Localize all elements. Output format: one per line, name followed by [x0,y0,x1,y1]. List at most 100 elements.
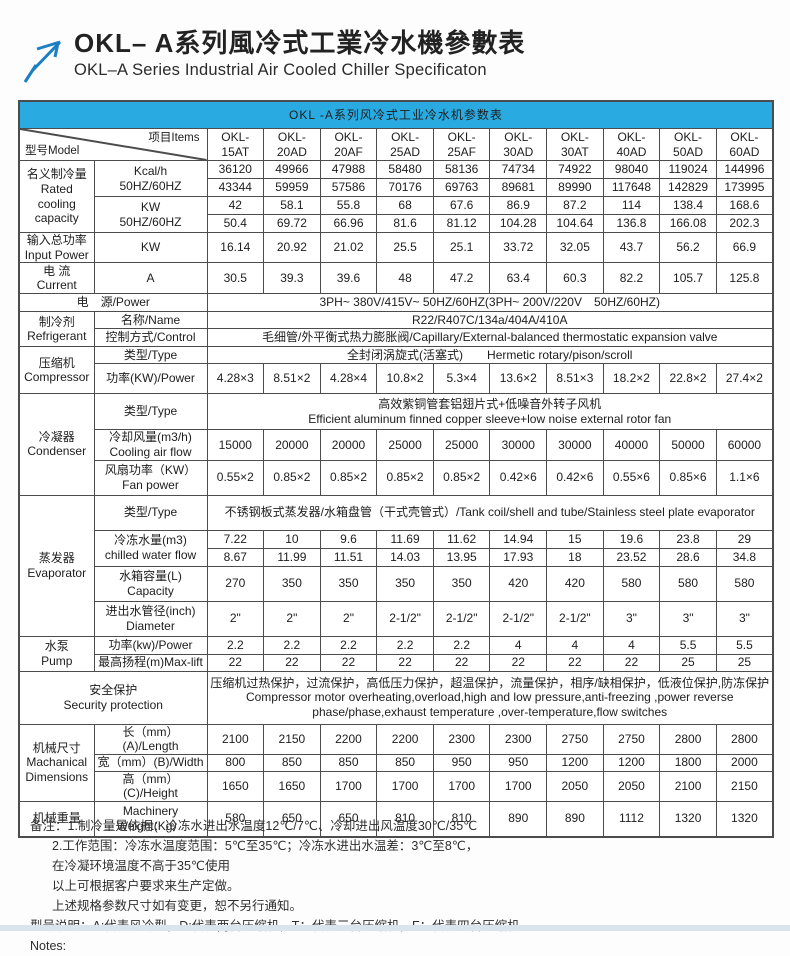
value-cell: 34.8 [715,547,774,567]
value-cell: 23.8 [659,529,717,549]
value-cell: 0.42×6 [489,459,548,496]
page-title: OKL– A系列風冷式工業冷水機參數表 [74,28,526,58]
value-cell: 60000 [715,429,774,461]
value-cell: 15000 [206,429,265,461]
section-label-cell: 水泵 Pump [18,635,95,672]
value-cell: 4.28×3 [206,363,265,395]
value-cell: 33.72 [489,231,548,264]
value-cell: 3" [715,600,774,637]
value-cell: 1700 [489,770,548,803]
item-label-cell: 功率(kw)/Power [93,635,208,655]
page-subtitle: OKL–A Series Industrial Air Cooled Chill… [74,61,487,80]
value-cell: 25 [715,653,774,672]
value-cell: 4 [602,635,661,655]
value-cell: 49966 [263,160,321,179]
item-label-cell: 冷却风量(m3/h) Cooling air flow [93,429,208,461]
value-cell: 20000 [319,429,378,461]
item-label-cell: 风扇功率（KW） Fan power [93,459,208,496]
value-cell: 0.85×2 [376,459,434,496]
value-cell: 70176 [376,178,434,197]
value-cell: 0.85×2 [263,459,321,496]
value-cell: 1700 [319,770,378,803]
value-cell: 950 [489,753,548,772]
item-label-cell: 控制方式/Control [93,328,208,348]
model-header-cell: OKL- 25AD [376,128,434,161]
section-label-cell: 冷凝器 Condenser [18,393,95,496]
value-cell: 36120 [206,160,265,179]
section-label-cell: 压缩机 Compressor [18,346,95,395]
merged-value-cell: 3PH~ 380V/415V~ 50HZ/60HZ(3PH~ 200V/220V… [206,293,774,313]
value-cell: 74922 [546,160,604,179]
value-cell: 25 [659,653,717,672]
value-cell: 580 [715,565,774,602]
value-cell: 5.5 [659,635,717,655]
value-cell: 166.08 [659,214,717,233]
value-cell: 14.94 [489,529,548,549]
value-cell: 104.64 [546,214,604,233]
value-cell: 40000 [602,429,661,461]
value-cell: 39.3 [263,262,321,295]
value-cell: 5.5 [715,635,774,655]
value-cell: 173995 [715,178,774,197]
value-cell: 19.6 [602,529,661,549]
value-cell: 1112 [602,801,661,837]
value-cell: 168.6 [715,196,774,215]
value-cell: 4 [546,635,604,655]
value-cell: 98040 [602,160,661,179]
value-cell: 11.99 [263,547,321,567]
corner-items-label: 项目Items [148,132,200,144]
item-label-cell: 水箱容量(L) Capacity [93,565,208,602]
value-cell: 13.95 [432,547,491,567]
value-cell: 2.2 [319,635,378,655]
model-header-cell: OKL- 50AD [659,128,717,161]
value-cell: 125.8 [715,262,774,295]
section-label-cell: 蒸发器 Evaporator [18,494,95,637]
value-cell: 86.9 [489,196,548,215]
value-cell: 950 [432,753,491,772]
value-cell: 43344 [206,178,265,197]
value-cell: 138.4 [659,196,717,215]
value-cell: 890 [489,801,548,837]
value-cell: 16.14 [206,231,265,264]
section-label-cell: 机械重量 [18,801,95,837]
item-label-cell: 冷冻水量(m3) chilled water flow [93,529,208,567]
value-cell: 0.42×6 [546,459,604,496]
value-cell: 1320 [659,801,717,837]
value-cell: 580 [602,565,661,602]
note-line: 2.工作范围：冷冻水温度范围：5℃至35℃；冷冻水进出水温差：3℃至8℃， [52,839,479,853]
value-cell: 23.52 [602,547,661,567]
model-header-cell: OKL- 30AD [489,128,548,161]
document-header: OKL– A系列風冷式工業冷水機參數表 OKL–A Series Industr… [20,28,525,86]
value-cell: 1.1×6 [715,459,774,496]
value-cell: 1650 [263,770,321,803]
value-cell: 22 [489,653,548,672]
value-cell: 2750 [602,723,661,755]
value-cell: 66.96 [319,214,378,233]
value-cell: 58136 [432,160,491,179]
value-cell: 25.5 [376,231,434,264]
value-cell: 2800 [715,723,774,755]
value-cell: 68 [376,196,434,215]
value-cell: 0.55×6 [602,459,661,496]
model-header-cell: OKL- 30AT [546,128,604,161]
value-cell: 22 [376,653,434,672]
value-cell: 69.72 [263,214,321,233]
section-label-cell: 名义制冷量 Rated cooling capacity [18,160,95,233]
value-cell: 650 [319,801,378,837]
model-header-row: 型号Model 项目Items OKL- 15AT OKL- 20AD OKL- 20AF… [18,128,774,161]
spec-table-body: 名义制冷量 Rated cooling capacity Kcal/h 50HZ/60HZ… [18,160,774,837]
value-cell: 2" [206,600,265,637]
note-line: 以上可根据客户要求来生产定做。 [52,879,240,893]
value-cell: 2" [319,600,378,637]
value-cell: 810 [376,801,434,837]
model-header-cell: OKL- 60AD [715,128,774,161]
value-cell: 30000 [489,429,548,461]
section-label-cell: 机械尺寸 Machanical Dimensions [18,723,95,802]
merged-value-cell: 毛细管/外平衡式热力膨胀阀/Capillary/External-balance… [206,328,774,348]
value-cell: 69763 [432,178,491,197]
value-cell: 2.2 [376,635,434,655]
value-cell: 350 [263,565,321,602]
item-label-cell: 名称/Name [93,311,208,330]
item-label-cell: KW 50HZ/60HZ [93,196,208,233]
merged-value-cell: 全封闭涡旋式(活塞式) Hermetic rotary/pison/scroll [206,346,774,365]
